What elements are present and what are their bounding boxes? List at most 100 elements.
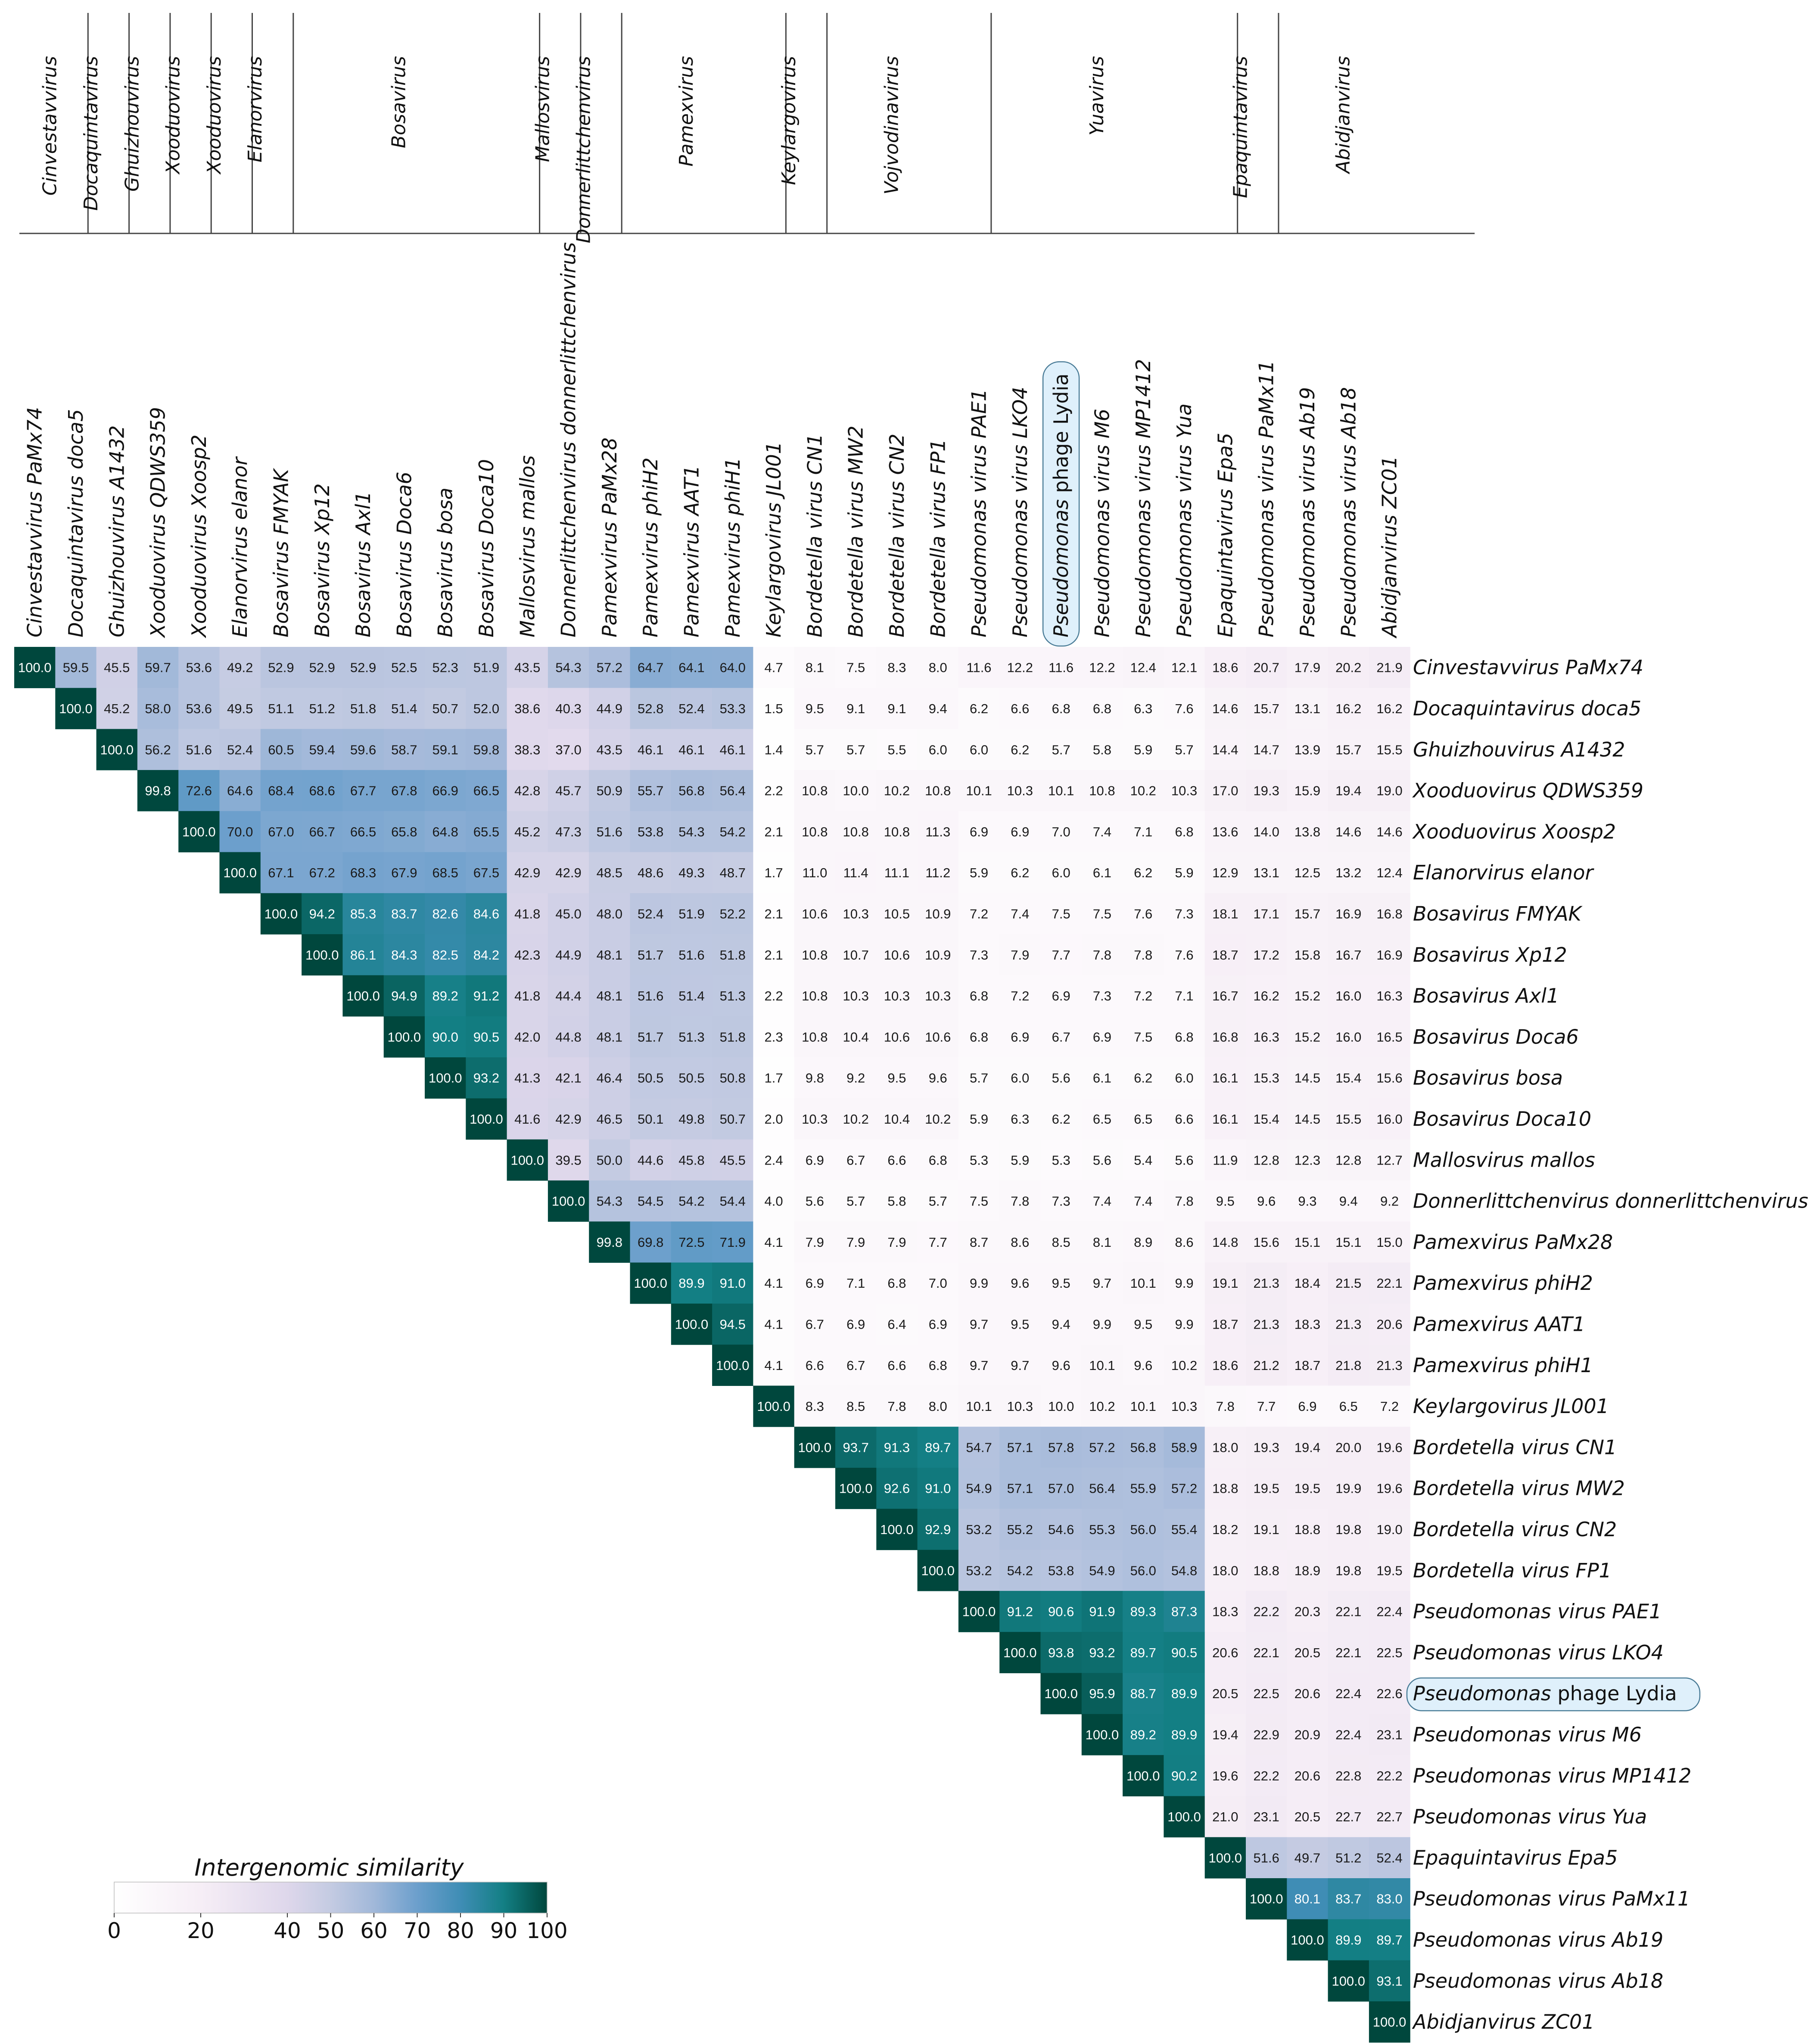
cell-value: 9.7 bbox=[970, 1317, 988, 1332]
cell-value: 15.5 bbox=[1335, 1112, 1361, 1127]
cell-value: 19.0 bbox=[1376, 783, 1402, 798]
cell-value: 10.3 bbox=[884, 988, 910, 1003]
cell-0-1 bbox=[55, 647, 97, 688]
cell-value: 7.2 bbox=[1380, 1399, 1399, 1414]
cell-7-31 bbox=[1287, 934, 1329, 975]
col-label-docaquintavirus-doca5: Docaquintavirus doca5 bbox=[64, 409, 87, 637]
cell-4-9 bbox=[383, 811, 425, 853]
cell-11-30 bbox=[1246, 1098, 1287, 1140]
genus-label-abidjanvirus: Abidjanvirus bbox=[1332, 56, 1354, 174]
cell-value: 14.5 bbox=[1294, 1112, 1320, 1127]
cell-value: 7.6 bbox=[1175, 701, 1193, 716]
cell-value: 100.0 bbox=[921, 1563, 955, 1578]
cell-value: 10.8 bbox=[843, 824, 868, 839]
cell-value: 9.1 bbox=[887, 701, 906, 716]
cell-value: 7.3 bbox=[1175, 906, 1193, 921]
cell-value: 6.4 bbox=[887, 1317, 906, 1332]
cell-8-12 bbox=[507, 975, 548, 1017]
cell-3-33 bbox=[1369, 770, 1410, 811]
cell-4-32 bbox=[1328, 811, 1369, 853]
cell-value: 39.5 bbox=[555, 1152, 581, 1168]
cell-12-17 bbox=[712, 1139, 753, 1181]
cell-value: 100.0 bbox=[962, 1604, 996, 1619]
cell-value: 89.9 bbox=[1335, 1932, 1361, 1948]
cell-24-33 bbox=[1369, 1632, 1410, 1674]
cell-10-33 bbox=[1369, 1057, 1410, 1099]
cell-value: 54.4 bbox=[720, 1194, 746, 1209]
cell-value: 8.5 bbox=[846, 1399, 865, 1414]
cell-value: 9.5 bbox=[1134, 1317, 1152, 1332]
cell-14-16 bbox=[671, 1221, 713, 1263]
cell-19-19 bbox=[794, 1426, 836, 1468]
cell-7-8 bbox=[342, 934, 384, 975]
cell-value: 5.5 bbox=[887, 742, 906, 757]
cell-value: 91.0 bbox=[720, 1276, 746, 1291]
cell-9-29 bbox=[1204, 1016, 1246, 1058]
cell-6-17 bbox=[712, 893, 753, 935]
cell-value: 91.0 bbox=[925, 1481, 951, 1496]
cell-20-24 bbox=[999, 1468, 1041, 1509]
cell-3-5 bbox=[219, 770, 261, 811]
cell-4-33 bbox=[1369, 811, 1410, 853]
cell-1-6 bbox=[260, 688, 302, 730]
cell-value: 10.9 bbox=[925, 906, 951, 921]
cell-26-33 bbox=[1369, 1714, 1410, 1755]
cell-3-32 bbox=[1328, 770, 1369, 811]
cell-6-9 bbox=[383, 893, 425, 935]
cell-value: 16.8 bbox=[1376, 906, 1402, 921]
cell-7-10 bbox=[425, 934, 466, 975]
cell-6-11 bbox=[466, 893, 507, 935]
cell-9-30 bbox=[1246, 1016, 1287, 1058]
cell-value: 7.4 bbox=[1093, 1194, 1111, 1209]
cell-value: 82.5 bbox=[432, 947, 458, 963]
cell-value: 18.8 bbox=[1294, 1522, 1320, 1537]
cell-20-29 bbox=[1204, 1468, 1246, 1509]
cell-2-32 bbox=[1328, 729, 1369, 770]
cell-value: 52.4 bbox=[227, 742, 253, 757]
cell-15-23 bbox=[958, 1262, 1000, 1304]
cell-value: 12.4 bbox=[1130, 660, 1156, 675]
cell-value: 85.3 bbox=[350, 906, 376, 921]
cell-value: 87.3 bbox=[1171, 1604, 1197, 1619]
cell-value: 68.4 bbox=[268, 783, 294, 798]
cell-21-30 bbox=[1246, 1509, 1287, 1550]
cell-5-11 bbox=[466, 852, 507, 894]
cell-7-17 bbox=[712, 934, 753, 975]
colorbar: Intergenomic similarity 0 20 40 50 60 70 80 90 1… bbox=[107, 1854, 568, 1943]
cell-8-21 bbox=[876, 975, 918, 1017]
highlight-row-badge bbox=[1406, 1677, 1701, 1712]
row-label-bosavirus-bosa: Bosavirus bosa bbox=[1413, 1066, 1563, 1090]
cell-11-18 bbox=[753, 1098, 795, 1140]
cell-5-28 bbox=[1164, 852, 1205, 894]
cell-value: 38.6 bbox=[514, 701, 540, 716]
cell-value: 59.4 bbox=[309, 742, 335, 757]
cell-0-9 bbox=[383, 647, 425, 688]
cell-value: 7.8 bbox=[887, 1399, 906, 1414]
cell-value: 4.7 bbox=[764, 660, 783, 675]
cell-value: 83.7 bbox=[1335, 1892, 1361, 1907]
cell-9-21 bbox=[876, 1016, 918, 1058]
cell-10-17 bbox=[712, 1057, 753, 1099]
cell-value: 10.2 bbox=[1171, 1358, 1197, 1373]
cell-11-25 bbox=[1040, 1098, 1082, 1140]
cell-value: 60.5 bbox=[268, 742, 294, 757]
cell-value: 22.1 bbox=[1335, 1604, 1361, 1619]
cell-19-26 bbox=[1081, 1426, 1123, 1468]
col-label-bordetella-virus-cn2: Bordetella virus CN2 bbox=[885, 434, 909, 637]
cell-value: 57.8 bbox=[1048, 1440, 1074, 1455]
cell-value: 90.6 bbox=[1048, 1604, 1074, 1619]
cell-value: 100.0 bbox=[1126, 1768, 1160, 1783]
cell-value: 100.0 bbox=[1003, 1645, 1037, 1660]
cell-23-33 bbox=[1369, 1590, 1410, 1632]
cell-value: 51.6 bbox=[678, 947, 704, 963]
row-label-pamexvirus-aat1: Pamexvirus AAT1 bbox=[1413, 1312, 1585, 1336]
cell-value: 80.1 bbox=[1294, 1892, 1320, 1907]
cell-13-29 bbox=[1204, 1180, 1246, 1222]
cell-15-26 bbox=[1081, 1262, 1123, 1304]
cell-value: 55.4 bbox=[1171, 1522, 1197, 1537]
cell-value: 7.1 bbox=[1175, 988, 1193, 1003]
cell-29-30 bbox=[1246, 1837, 1287, 1879]
cell-5-12 bbox=[507, 852, 548, 894]
cell-10-21 bbox=[876, 1057, 918, 1099]
cell-5-22 bbox=[917, 852, 959, 894]
